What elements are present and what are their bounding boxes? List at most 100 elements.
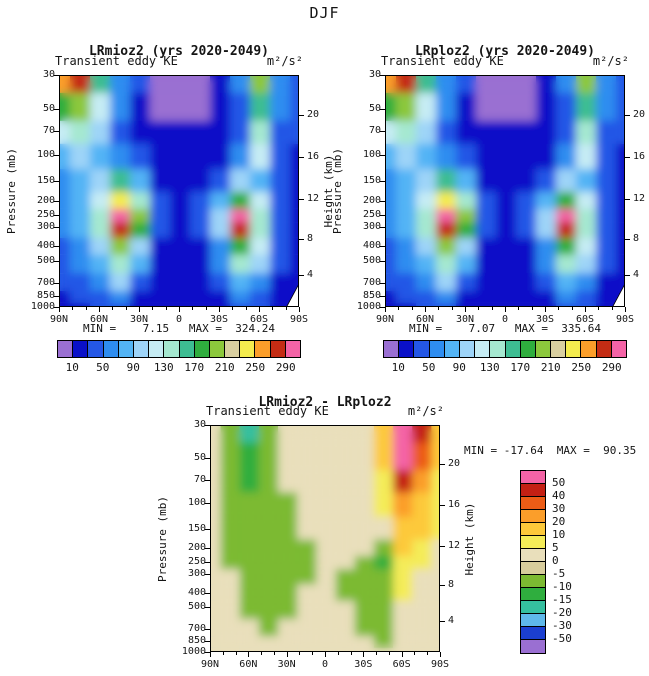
height-tick-label: 20 xyxy=(448,458,461,470)
colorbar-box xyxy=(521,536,545,549)
colorbar-box xyxy=(414,341,430,357)
pressure-tick-label: 700 xyxy=(36,277,55,289)
colorbar-tick-label: 10 xyxy=(391,361,405,374)
tick-mark xyxy=(625,274,630,276)
pressure-tick-label: 200 xyxy=(187,541,206,553)
colorbar-tick-label: 290 xyxy=(275,361,296,374)
pressure-tick-label: 100 xyxy=(187,496,206,508)
tick-mark xyxy=(286,652,288,657)
tick-mark xyxy=(414,652,416,655)
tick-mark xyxy=(205,628,210,630)
colorbar-box xyxy=(429,341,445,357)
pressure-tick-label: 850 xyxy=(362,290,381,302)
minmax-label: MIN = -17.64 MAX = 90.35 xyxy=(464,444,637,457)
height-tick-label: 4 xyxy=(307,268,314,280)
tick-mark xyxy=(54,307,59,308)
panel-subheader: Transient eddy KE m²/s² xyxy=(55,54,303,68)
colorbar-tick-label: 170 xyxy=(184,361,205,374)
colorbar-tick-label: 20 xyxy=(552,515,566,528)
colorbar-box xyxy=(58,341,74,357)
pressure-tick-label: 300 xyxy=(36,221,55,233)
tick-mark xyxy=(205,425,210,426)
tick-mark xyxy=(388,652,390,655)
colorbar-box xyxy=(194,341,210,357)
colorbar-box xyxy=(566,341,582,357)
tick-mark xyxy=(350,652,352,655)
tick-mark xyxy=(505,307,506,312)
tick-mark xyxy=(398,307,400,310)
lat-tick-label: 90N xyxy=(200,659,220,670)
tick-mark xyxy=(598,307,600,310)
tick-mark xyxy=(299,156,304,158)
tick-mark xyxy=(219,307,220,312)
pressure-tick-label: 250 xyxy=(362,209,381,221)
tick-mark xyxy=(380,200,385,202)
height-tick-label: 20 xyxy=(307,109,320,121)
tick-mark xyxy=(440,620,445,622)
tick-mark xyxy=(222,652,224,655)
colorbar-box xyxy=(179,341,195,357)
colorbar-tick-label: -50 xyxy=(552,632,572,645)
tick-mark xyxy=(54,200,59,202)
colorbar-box xyxy=(521,614,545,627)
colorbar-box xyxy=(270,341,286,357)
colorbar-box xyxy=(521,471,545,484)
pressure-tick-label: 400 xyxy=(362,240,381,252)
tick-mark xyxy=(425,307,426,312)
page-title: DJF xyxy=(309,4,340,22)
pressure-tick-label: 150 xyxy=(362,175,381,187)
colorbar-box xyxy=(521,640,545,653)
pressure-tick-label: 150 xyxy=(187,523,206,535)
colorbar-box xyxy=(521,549,545,562)
colorbar-box xyxy=(521,627,545,640)
tick-mark xyxy=(235,652,237,655)
colorbar-tick-label: 50 xyxy=(96,361,110,374)
tick-mark xyxy=(299,307,300,312)
tick-mark xyxy=(54,296,59,298)
colorbar-tick-label: 170 xyxy=(510,361,531,374)
colorbar-box xyxy=(521,523,545,536)
colorbar-tick-label: 50 xyxy=(552,476,566,489)
tick-mark xyxy=(299,198,304,200)
panel-lrmioz2: LRmioz2 (yrs 2020-2049) Transient eddy K… xyxy=(1,28,335,380)
colorbar xyxy=(383,340,627,358)
colorbar-tick-label: 50 xyxy=(422,361,436,374)
units-label: m²/s² xyxy=(266,54,303,68)
lat-tick-label: 30N xyxy=(455,314,475,325)
tick-mark xyxy=(232,307,234,310)
panel-lrploz2: LRploz2 (yrs 2020-2049) Transient eddy K… xyxy=(327,28,649,380)
tick-mark xyxy=(380,75,385,76)
colorbar-box xyxy=(225,341,241,357)
tick-mark xyxy=(165,307,167,310)
tick-mark xyxy=(205,562,210,564)
tick-mark xyxy=(376,652,378,655)
tick-mark xyxy=(380,283,385,285)
tick-mark xyxy=(54,227,59,229)
tick-mark xyxy=(285,307,287,310)
colorbar-box xyxy=(164,341,180,357)
pressure-tick-label: 1000 xyxy=(181,646,206,657)
tick-mark xyxy=(54,181,59,183)
lat-tick-label: 30S xyxy=(354,659,373,670)
pressure-tick-label: 50 xyxy=(193,452,206,464)
tick-mark xyxy=(438,307,440,310)
colorbar-tick-label: 30 xyxy=(552,502,566,515)
tick-mark xyxy=(440,504,445,506)
tick-mark xyxy=(625,307,626,312)
lat-tick-label: 60S xyxy=(575,314,595,325)
tick-mark xyxy=(380,261,385,263)
pressure-tick-label: 200 xyxy=(362,194,381,206)
colorbar-tick-label: 40 xyxy=(552,489,566,502)
pressure-tick-label: 250 xyxy=(187,556,206,568)
lat-tick-label: 90N xyxy=(49,314,69,325)
tick-mark xyxy=(380,131,385,133)
panel-title: LRmioz2 - LRploz2 xyxy=(258,394,392,410)
tick-mark xyxy=(380,215,385,217)
colorbar-tick-label: -10 xyxy=(552,580,572,593)
height-tick-label: 8 xyxy=(307,232,314,244)
tick-mark xyxy=(337,652,339,655)
colorbar-tick-label: 10 xyxy=(552,528,566,541)
height-tick-label: 4 xyxy=(633,268,640,280)
panel-title: LRmioz2 (yrs 2020-2049) xyxy=(88,43,269,59)
lat-tick-label: 0 xyxy=(501,314,509,325)
